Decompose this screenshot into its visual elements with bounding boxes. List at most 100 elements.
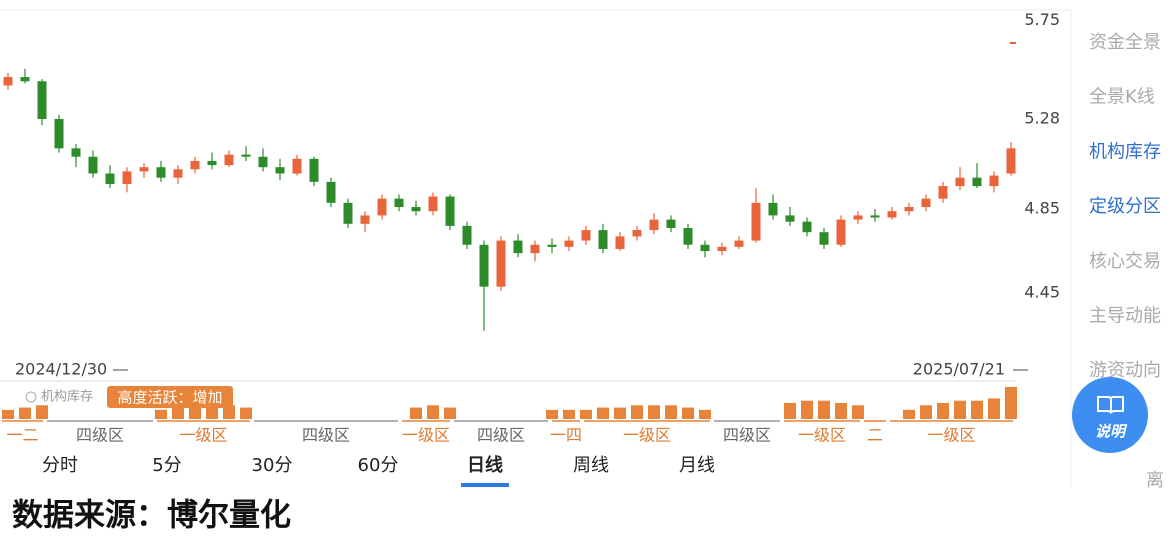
candle-body bbox=[632, 230, 642, 237]
candle-body bbox=[955, 177, 965, 187]
side-menu-item[interactable]: 主导动能 bbox=[1089, 306, 1161, 327]
candle-body bbox=[666, 219, 676, 228]
candle-body bbox=[190, 160, 200, 170]
candle-body bbox=[71, 148, 81, 157]
side-menu-item[interactable]: 资金全景 bbox=[1089, 32, 1161, 53]
side-menu-item[interactable]: 机构库存 bbox=[1089, 141, 1161, 162]
activity-bar bbox=[818, 400, 830, 419]
activity-bar bbox=[801, 400, 813, 419]
activity-bar bbox=[2, 409, 14, 419]
candle-body bbox=[360, 215, 370, 224]
activity-bar bbox=[19, 407, 31, 419]
activity-bar bbox=[597, 407, 609, 419]
help-button[interactable] bbox=[1072, 377, 1148, 453]
candle-body bbox=[122, 171, 132, 184]
candle-body bbox=[921, 198, 931, 208]
candle-body bbox=[275, 167, 285, 174]
footer: 数据来源：博尔量化 bbox=[12, 498, 291, 534]
candle-body bbox=[3, 77, 13, 86]
candle-body bbox=[904, 207, 914, 212]
candle-body bbox=[139, 167, 149, 172]
tab[interactable]: 周线 bbox=[573, 455, 609, 476]
activity-bar bbox=[172, 405, 184, 419]
help-icon bbox=[1097, 396, 1124, 414]
activity-bar bbox=[954, 400, 966, 419]
activity-bar bbox=[206, 403, 218, 419]
zone-label: 一四 bbox=[550, 426, 582, 445]
candle-body bbox=[20, 77, 30, 82]
candle-body bbox=[309, 158, 319, 182]
candle-body bbox=[564, 240, 574, 247]
candle-body bbox=[717, 246, 727, 252]
badge-bg bbox=[107, 386, 233, 408]
zone-label: 二 bbox=[867, 426, 883, 445]
activity-bar bbox=[665, 405, 677, 419]
candle-body bbox=[853, 215, 863, 220]
candle-body bbox=[768, 202, 778, 216]
tab[interactable]: 30分 bbox=[252, 455, 293, 476]
activity-bar bbox=[155, 409, 167, 419]
candle-body bbox=[462, 225, 472, 245]
activity-bar bbox=[903, 409, 915, 419]
side-menu-item[interactable]: 离 bbox=[1146, 470, 1164, 491]
activity-bar bbox=[971, 400, 983, 419]
zone-label: 一二 bbox=[6, 426, 38, 445]
side-menu-item[interactable]: 全景K线 bbox=[1089, 87, 1155, 108]
candle-body bbox=[88, 156, 98, 174]
badge: 高度活跃：增加 bbox=[117, 389, 222, 407]
zone-label: 一级区 bbox=[402, 426, 450, 445]
candle-body bbox=[173, 169, 183, 178]
tab[interactable]: 分时 bbox=[42, 455, 78, 476]
zone-label: 四级区 bbox=[302, 426, 350, 445]
candle-body bbox=[292, 158, 302, 174]
candle-body bbox=[802, 221, 812, 233]
candle-body bbox=[581, 230, 591, 241]
candle-body bbox=[445, 196, 455, 226]
zone-label: 一级区 bbox=[179, 426, 227, 445]
end-date: 2025/07/21 bbox=[913, 360, 1005, 379]
zone-label: 四级区 bbox=[723, 426, 771, 445]
zone-label: 一级区 bbox=[927, 426, 975, 445]
activity-bar bbox=[988, 398, 1000, 419]
activity-bar bbox=[223, 405, 235, 419]
candle-body bbox=[649, 219, 659, 231]
activity-bar bbox=[648, 405, 660, 419]
candle-body bbox=[496, 240, 506, 287]
candle-body bbox=[479, 244, 489, 287]
activity-bar bbox=[444, 407, 456, 419]
candle-body bbox=[683, 227, 693, 245]
tab[interactable]: 月线 bbox=[679, 455, 715, 476]
zone-label: 四级区 bbox=[477, 426, 525, 445]
candle-body bbox=[224, 154, 234, 166]
activity-bar bbox=[835, 403, 847, 419]
tab[interactable]: 60分 bbox=[358, 455, 399, 476]
indicator-name: 机构库存 bbox=[41, 389, 93, 405]
activity-bar bbox=[410, 407, 422, 419]
activity-bar bbox=[580, 409, 592, 419]
candle-body bbox=[615, 236, 625, 249]
candle-body bbox=[513, 240, 523, 254]
activity-bar bbox=[699, 409, 711, 419]
y-tick-label: 5.75 bbox=[1024, 10, 1060, 29]
candle-body bbox=[870, 215, 880, 218]
candle-body bbox=[105, 173, 115, 184]
candle-body bbox=[598, 230, 608, 249]
side-menu-item[interactable]: 定级分区 bbox=[1089, 196, 1161, 217]
zone-label: 四级区 bbox=[76, 426, 124, 445]
activity-bar bbox=[852, 405, 864, 419]
help-label[interactable]: 说明 bbox=[1095, 423, 1128, 441]
candle-body bbox=[207, 160, 217, 166]
tab[interactable]: 5分 bbox=[152, 455, 181, 476]
activity-bar bbox=[240, 407, 252, 419]
side-menu-item[interactable]: 核心交易 bbox=[1089, 251, 1161, 272]
candle-body bbox=[156, 167, 166, 178]
activity-bar bbox=[546, 409, 558, 419]
side-menu-item[interactable]: 游资动向 bbox=[1089, 360, 1161, 381]
activity-bar bbox=[631, 405, 643, 419]
zone-label: 一级区 bbox=[798, 426, 846, 445]
candle-body bbox=[326, 181, 336, 203]
candle-body bbox=[734, 240, 744, 247]
tab[interactable]: 日线 bbox=[467, 454, 503, 476]
